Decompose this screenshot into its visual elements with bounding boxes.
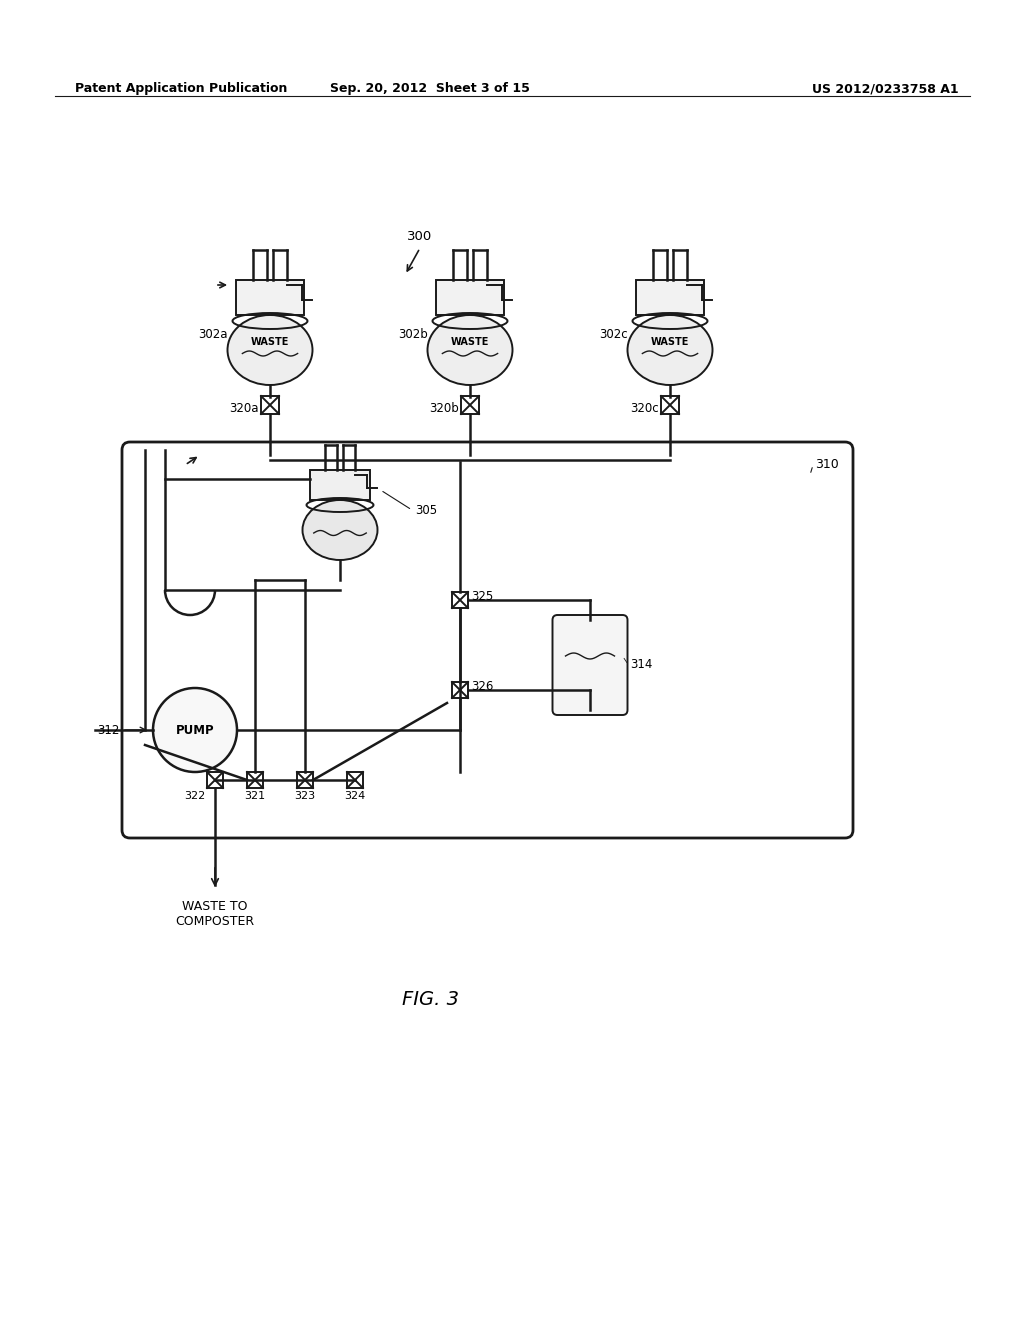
Circle shape: [153, 688, 237, 772]
Bar: [662, 396, 679, 414]
Text: 325: 325: [471, 590, 494, 603]
Text: 314: 314: [631, 659, 653, 672]
Bar: [236, 280, 304, 315]
Text: PUMP: PUMP: [176, 723, 214, 737]
Text: 320b: 320b: [429, 401, 459, 414]
Text: Sep. 20, 2012  Sheet 3 of 15: Sep. 20, 2012 Sheet 3 of 15: [330, 82, 530, 95]
Text: 321: 321: [245, 791, 265, 801]
Bar: [461, 396, 479, 414]
FancyBboxPatch shape: [553, 615, 628, 715]
Text: 326: 326: [471, 681, 494, 693]
Text: US 2012/0233758 A1: US 2012/0233758 A1: [812, 82, 958, 95]
Text: WASTE: WASTE: [251, 337, 289, 347]
Text: WASTE TO
COMPOSTER: WASTE TO COMPOSTER: [175, 900, 255, 928]
Text: 302a: 302a: [199, 329, 228, 342]
Text: 312: 312: [97, 723, 120, 737]
Text: 322: 322: [183, 791, 205, 801]
Text: 320c: 320c: [631, 401, 659, 414]
Ellipse shape: [628, 315, 713, 385]
Bar: [297, 772, 313, 788]
Text: 300: 300: [408, 230, 432, 243]
Bar: [247, 772, 263, 788]
Text: 320a: 320a: [229, 401, 259, 414]
Text: 323: 323: [295, 791, 315, 801]
Bar: [636, 280, 705, 315]
Bar: [452, 682, 468, 698]
Bar: [261, 396, 279, 414]
Text: Patent Application Publication: Patent Application Publication: [75, 82, 288, 95]
Text: 310: 310: [815, 458, 839, 471]
Ellipse shape: [427, 315, 512, 385]
Bar: [207, 772, 223, 788]
Text: 302c: 302c: [599, 329, 628, 342]
Text: 324: 324: [344, 791, 366, 801]
Text: 305: 305: [415, 503, 437, 516]
Ellipse shape: [227, 315, 312, 385]
Text: WASTE: WASTE: [651, 337, 689, 347]
Text: 302b: 302b: [398, 329, 428, 342]
Ellipse shape: [302, 500, 378, 560]
Bar: [347, 772, 362, 788]
Text: WASTE: WASTE: [451, 337, 489, 347]
Text: FIG. 3: FIG. 3: [401, 990, 459, 1008]
Bar: [452, 591, 468, 609]
Bar: [436, 280, 504, 315]
Bar: [310, 470, 370, 500]
